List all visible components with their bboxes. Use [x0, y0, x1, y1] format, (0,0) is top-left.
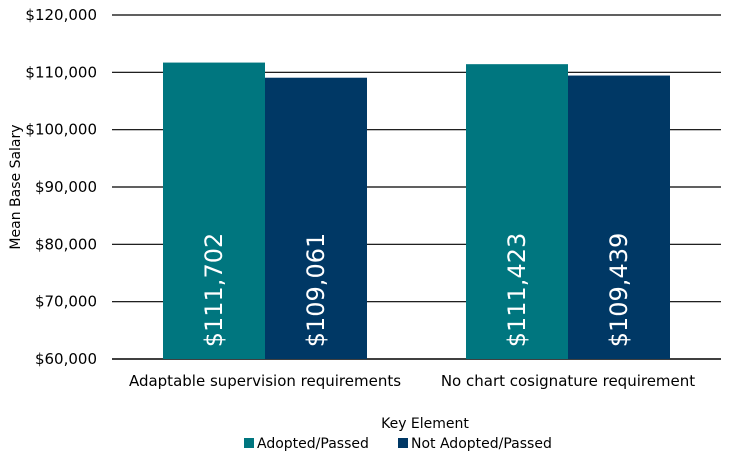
x-axis-title: Key Element: [381, 416, 469, 432]
bar: [163, 62, 265, 360]
legend-swatch: [398, 438, 408, 448]
bar-value-label: $109,061: [302, 233, 330, 348]
legend-label: Not Adopted/Passed: [411, 436, 552, 452]
y-tick-label: $60,000: [35, 350, 97, 368]
y-axis-title: Mean Base Salary: [8, 124, 24, 249]
y-tick-label: $120,000: [25, 6, 97, 24]
y-tick-label: $110,000: [25, 63, 97, 81]
y-tick-label: $70,000: [35, 293, 97, 311]
x-category-label: No chart cosignature requirement: [441, 372, 695, 390]
bar: [265, 77, 367, 360]
bar: [568, 75, 670, 359]
bar: [466, 64, 568, 359]
y-tick-label: $80,000: [35, 235, 97, 253]
y-tick-label: $100,000: [25, 121, 97, 139]
bar-value-label: $111,702: [200, 233, 228, 348]
legend-label: Adopted/Passed: [257, 436, 369, 452]
y-tick-label: $90,000: [35, 178, 97, 196]
bar-value-label: $111,423: [503, 233, 531, 348]
legend-swatch: [244, 438, 254, 448]
x-category-label: Adaptable supervision requirements: [129, 372, 401, 390]
bar-value-label: $109,439: [605, 233, 633, 348]
